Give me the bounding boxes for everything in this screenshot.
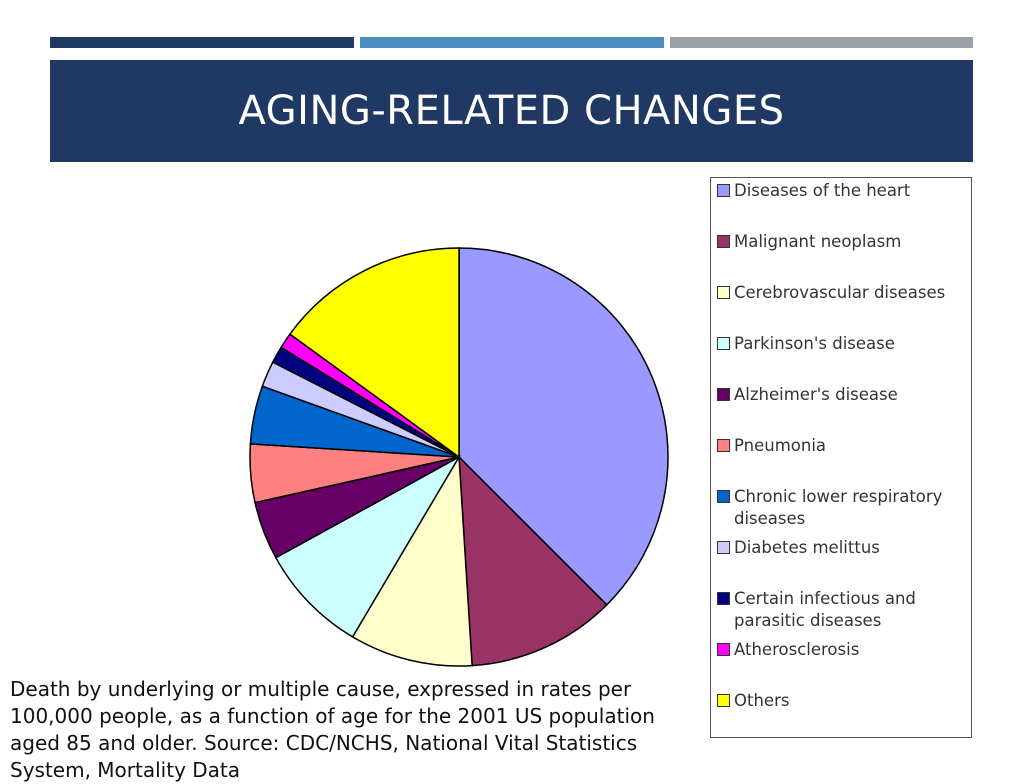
legend-item: Alzheimer's disease <box>717 384 967 406</box>
legend-item: Parkinson's disease <box>717 333 967 355</box>
legend-label: Cerebrovascular diseases <box>734 283 946 302</box>
pie-slice-0 <box>458 247 669 606</box>
legend-item: Diseases of the heart <box>717 180 967 202</box>
header-accent-bar-blue <box>360 37 664 48</box>
legend-label: Diseases of the heart <box>734 181 911 200</box>
legend-item: Atherosclerosis <box>717 639 967 661</box>
legend-swatch <box>717 694 730 707</box>
pie-chart <box>249 247 669 667</box>
legend-label: Alzheimer's disease <box>734 385 898 404</box>
pie-slice-3 <box>274 455 462 638</box>
legend-swatch <box>717 286 730 299</box>
legend-swatch <box>717 541 730 554</box>
legend-item: Malignant neoplasm <box>717 231 967 253</box>
legend-swatch <box>717 388 730 401</box>
legend-label: Certain infectious and parasitic disease… <box>734 589 916 630</box>
legend-item: Pneumonia <box>717 435 967 457</box>
chart-caption: Death by underlying or multiple cause, e… <box>10 677 655 782</box>
legend-swatch <box>717 592 730 605</box>
pie-slice-1 <box>458 455 608 667</box>
legend-swatch <box>717 337 730 350</box>
chart-legend: Diseases of the heart Malignant neoplasm C… <box>710 177 972 738</box>
pie-slice-10 <box>288 247 460 459</box>
legend-item: Others <box>717 690 967 712</box>
legend-swatch <box>717 235 730 248</box>
legend-label: Diabetes melittus <box>734 538 880 557</box>
legend-swatch <box>717 643 730 656</box>
legend-label: Pneumonia <box>734 436 827 455</box>
legend-label: Chronic lower respiratory diseases <box>734 487 943 528</box>
legend-swatch <box>717 490 730 503</box>
legend-label: Parkinson's disease <box>734 334 895 353</box>
title-band: AGING-RELATED CHANGES <box>50 60 973 162</box>
slide-title: AGING-RELATED CHANGES <box>238 88 785 134</box>
legend-item: Cerebrovascular diseases <box>717 282 967 304</box>
legend-item: Diabetes melittus <box>717 537 967 559</box>
legend-item: Chronic lower respiratory diseases <box>717 486 967 530</box>
legend-swatch <box>717 184 730 197</box>
legend-label: Malignant neoplasm <box>734 232 902 251</box>
legend-label: Others <box>734 691 790 710</box>
legend-swatch <box>717 439 730 452</box>
legend-item: Certain infectious and parasitic disease… <box>717 588 967 632</box>
pie-slice-2 <box>351 454 473 667</box>
header-accent-bar-dark <box>50 37 354 48</box>
legend-label: Atherosclerosis <box>734 640 860 659</box>
header-accent-bar-gray <box>670 37 973 48</box>
